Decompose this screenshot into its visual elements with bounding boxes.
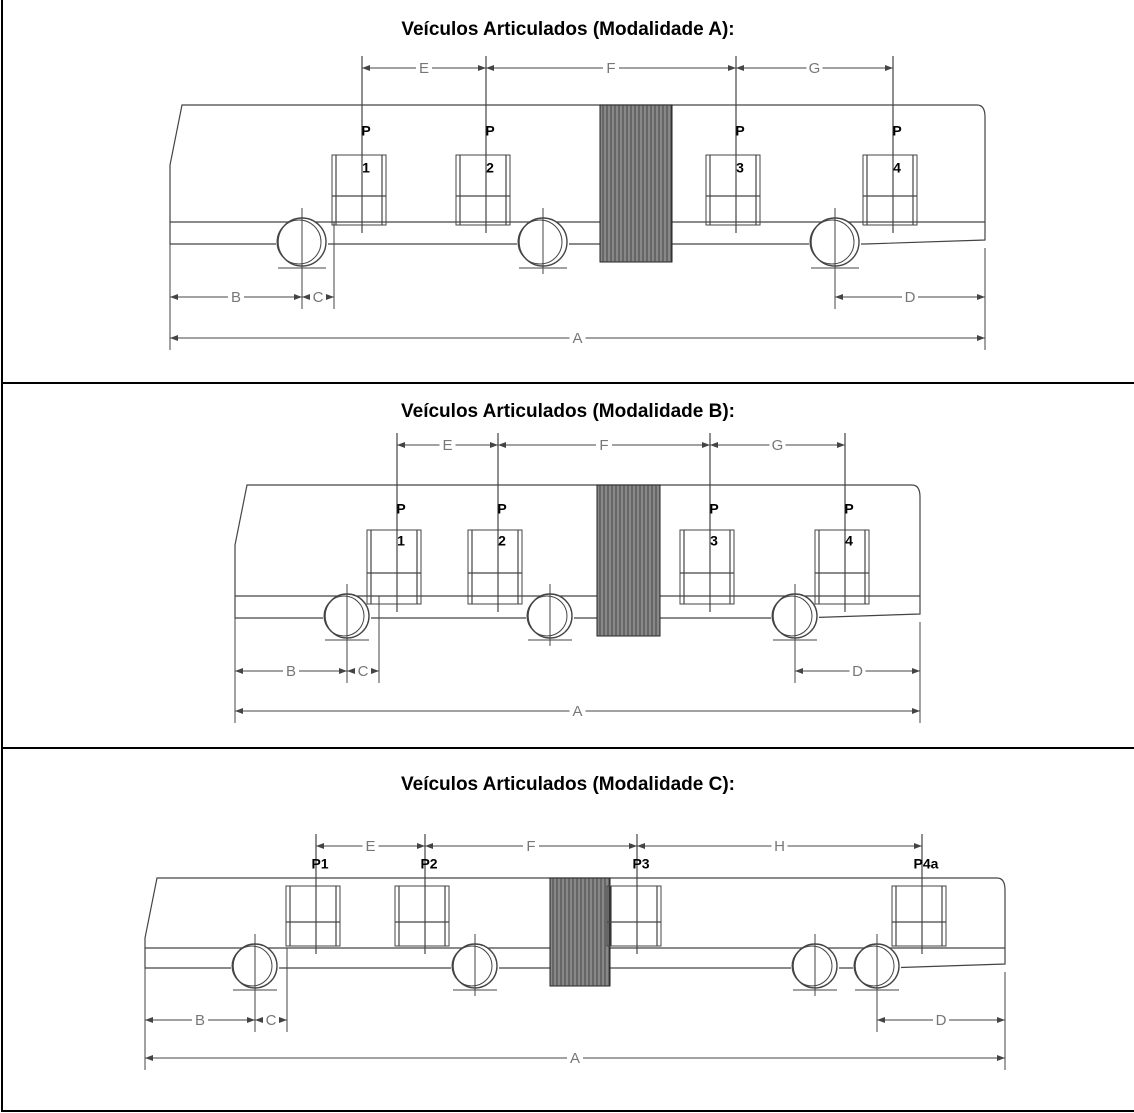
door-frame — [331, 154, 387, 226]
label-bg — [283, 662, 299, 680]
door-label: P2 — [420, 856, 437, 872]
dimension-label: C — [266, 1012, 277, 1029]
door-label: 3 — [736, 160, 744, 176]
label-bg — [569, 702, 586, 720]
label-bg — [771, 837, 788, 855]
door-frame — [891, 885, 947, 947]
door-label: P — [361, 123, 370, 139]
door-label: 3 — [710, 533, 718, 549]
dimension-label: E — [419, 60, 429, 77]
door-frame — [862, 154, 918, 226]
dimension-label: A — [572, 703, 582, 720]
wheel — [771, 595, 813, 637]
door-frame — [705, 154, 761, 226]
label-bg — [362, 837, 379, 855]
dimension-label: D — [852, 663, 863, 680]
door-label: P — [396, 501, 405, 517]
wheel — [517, 219, 563, 265]
wheel — [809, 219, 855, 265]
wheel — [276, 219, 322, 265]
label-bg — [439, 436, 456, 454]
dimension-label: C — [358, 663, 369, 680]
door-frame — [366, 529, 422, 605]
panel-title: Veículos Articulados (Modalidade B): — [401, 401, 735, 422]
door-frame — [606, 885, 662, 947]
dimension-label: F — [606, 60, 615, 77]
dimension-label: B — [195, 1012, 205, 1029]
dimension-label: A — [572, 330, 582, 347]
door-frame — [467, 529, 523, 605]
door-label: P — [892, 123, 901, 139]
label-bg — [849, 662, 866, 680]
door-label: P — [485, 123, 494, 139]
door-frame — [285, 885, 341, 947]
dimension-label: G — [772, 437, 784, 454]
door-label: P1 — [311, 856, 328, 872]
label-bg — [569, 329, 586, 347]
dimension-label: B — [286, 663, 296, 680]
door-label: P — [844, 501, 853, 517]
dimension-label: E — [442, 437, 452, 454]
dimension-label: D — [936, 1012, 947, 1029]
door-label: 1 — [397, 533, 405, 549]
label-bg — [806, 59, 823, 77]
door-frame — [455, 154, 511, 226]
label-bg — [933, 1011, 949, 1029]
dimension-label: G — [809, 60, 821, 77]
dimension-label: E — [365, 838, 375, 855]
door-label: P — [735, 123, 744, 139]
label-bg — [263, 1011, 279, 1029]
wheel — [231, 945, 273, 987]
door-label: 2 — [486, 160, 494, 176]
dimension-label: D — [905, 289, 916, 306]
dimension-label: F — [599, 437, 608, 454]
label-bg — [523, 837, 539, 855]
door-frame — [394, 885, 450, 947]
door-label: 2 — [498, 533, 506, 549]
wheel — [451, 945, 493, 987]
door-label: P — [497, 501, 506, 517]
wheel — [853, 945, 895, 987]
wheel — [526, 595, 568, 637]
label-bg — [416, 59, 432, 77]
door-frame — [679, 529, 735, 605]
door-label: 4 — [845, 533, 853, 549]
articulation — [599, 104, 673, 263]
label-bg — [192, 1011, 208, 1029]
label-bg — [902, 288, 918, 306]
dimension-label: A — [570, 1050, 580, 1067]
label-bg — [355, 662, 371, 680]
label-bg — [567, 1049, 583, 1067]
dimension-label: H — [774, 838, 785, 855]
label-bg — [769, 436, 786, 454]
door-label: P — [709, 501, 718, 517]
wheel — [791, 945, 833, 987]
dimension-label: C — [313, 289, 324, 306]
door-label: P3 — [632, 856, 649, 872]
label-bg — [596, 436, 612, 454]
door-label: 4 — [893, 160, 901, 176]
label-bg — [603, 59, 619, 77]
articulation — [549, 877, 611, 987]
label-bg — [228, 288, 244, 306]
dimension-label: B — [231, 289, 241, 306]
label-bg — [310, 288, 326, 306]
door-label: 1 — [362, 160, 370, 176]
dimension-label: F — [526, 838, 535, 855]
panel-title: Veículos Articulados (Modalidade C): — [401, 774, 735, 795]
wheel — [323, 595, 365, 637]
door-frame — [814, 529, 870, 605]
door-label: P4a — [914, 856, 939, 872]
panel-title: Veículos Articulados (Modalidade A): — [401, 19, 734, 40]
